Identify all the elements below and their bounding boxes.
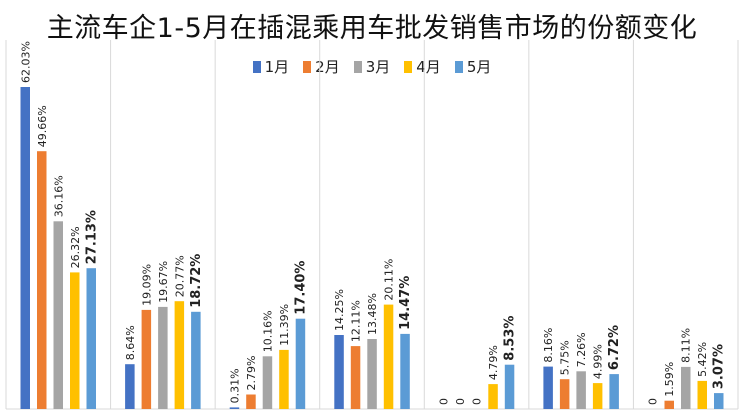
legend-swatch (252, 60, 261, 73)
legend-swatch (353, 60, 362, 73)
bar-2-cat-4 (350, 346, 361, 409)
bar-5-cat-6 (609, 374, 619, 409)
legend-item-4: 4月 (404, 56, 441, 77)
data-label: 4.99% (592, 344, 605, 379)
legend-item-3: 3月 (353, 56, 391, 77)
bar-2-cat-7 (664, 400, 674, 409)
data-label: 7.26% (575, 332, 588, 367)
data-label: 11.39% (278, 304, 291, 346)
bar-5-cat-1 (86, 268, 96, 409)
legend-swatch (303, 60, 312, 73)
bar-1-cat-2 (125, 364, 135, 409)
legend-label: 5月 (466, 58, 492, 76)
bar-5-cat-2 (191, 311, 201, 409)
legend-label: 2月 (315, 58, 340, 76)
bar-2-cat-3 (246, 394, 256, 409)
data-label: 0 (471, 398, 484, 405)
bar-5-cat-7 (714, 393, 724, 409)
bar-5-cat-5 (504, 364, 515, 409)
legend-label: 1月 (264, 58, 290, 76)
bar-3-cat-6 (576, 371, 586, 409)
data-label: 14.25% (333, 289, 346, 331)
legend-item-5: 5月 (454, 56, 492, 77)
legend-swatch (454, 60, 463, 73)
data-label: 0 (438, 398, 451, 405)
data-label: 2.79% (245, 356, 258, 391)
bar-2-cat-1 (37, 151, 47, 409)
data-label: 5.75% (559, 340, 572, 375)
bar-4-cat-6 (592, 383, 603, 409)
data-label: 14.47% (398, 276, 413, 330)
legend-swatch (404, 60, 413, 73)
bar-1-cat-6 (543, 366, 553, 409)
legend-label: 4月 (416, 58, 441, 76)
data-label: 20.11% (383, 259, 396, 301)
data-label: 6.72% (607, 325, 622, 370)
chart-title: 主流车企1-5月在插混乘用车批发销售市场的份额变化 (46, 13, 698, 44)
bar-3-cat-2 (158, 306, 168, 409)
bar-4-cat-5 (488, 384, 498, 409)
bar-3-cat-1 (53, 221, 63, 409)
data-label: 0 (454, 398, 467, 405)
data-label: 18.72% (189, 254, 204, 308)
data-label: 8.53% (503, 316, 518, 361)
data-label: 4.79% (487, 345, 500, 380)
data-label: 49.66% (36, 105, 49, 147)
bar-1-cat-1 (20, 87, 30, 409)
bar-2-cat-2 (141, 309, 152, 409)
data-label: 0 (647, 398, 660, 405)
data-label: 19.67% (157, 261, 170, 303)
bar-4-cat-3 (279, 349, 289, 409)
data-label: 5.42% (696, 342, 709, 377)
bar-4-cat-4 (383, 304, 394, 409)
data-label: 26.32% (69, 226, 82, 268)
bar-2-cat-6 (559, 379, 570, 409)
bar-1-cat-3 (229, 407, 240, 409)
bar-4-cat-7 (697, 380, 707, 409)
bar-3-cat-3 (262, 356, 273, 409)
legend-item-1: 1月 (252, 56, 290, 77)
bar-3-cat-4 (367, 339, 377, 409)
legend-item-2: 2月 (303, 56, 340, 77)
data-label: 8.64% (124, 325, 137, 360)
data-label: 12.11% (350, 300, 363, 342)
data-label: 36.16% (52, 175, 65, 217)
data-label: 20.77% (173, 255, 186, 297)
data-label: 27.13% (84, 210, 99, 264)
data-label: 13.48% (366, 293, 379, 335)
data-label: 17.40% (293, 261, 308, 315)
bar-1-cat-4 (334, 335, 344, 409)
bar-4-cat-2 (174, 301, 185, 409)
bar-5-cat-3 (295, 318, 306, 409)
bar-5-cat-4 (400, 333, 410, 409)
data-label: 8.16% (542, 328, 555, 363)
data-label: 62.03% (19, 41, 32, 83)
bar-3-cat-7 (681, 366, 691, 409)
data-label: 0.31% (228, 368, 241, 403)
data-label: 3.07% (712, 344, 727, 389)
data-label: 1.59% (663, 362, 676, 397)
legend-label: 3月 (365, 58, 391, 76)
data-label: 8.11% (680, 328, 693, 363)
data-label: 19.09% (140, 264, 153, 306)
legend: 1月 2月 3月 4月 5月 (0, 56, 744, 77)
bar-4-cat-1 (70, 272, 80, 409)
data-label: 10.16% (261, 310, 274, 352)
